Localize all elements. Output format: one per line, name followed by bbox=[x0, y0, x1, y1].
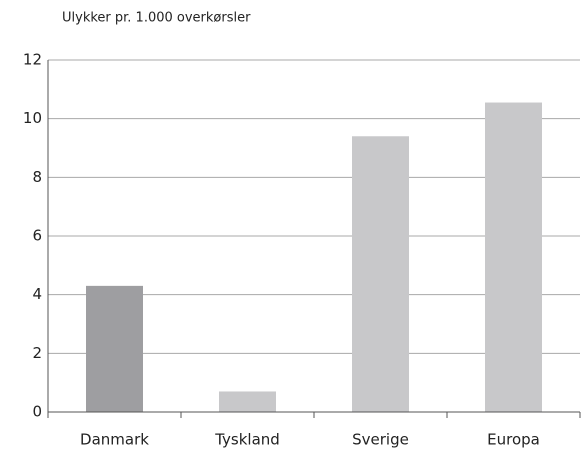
bar bbox=[485, 102, 542, 413]
x-tick-label: Danmark bbox=[80, 431, 149, 449]
y-tick-label: 12 bbox=[23, 51, 42, 69]
bar bbox=[219, 391, 276, 412]
x-tick-label: Tyskland bbox=[214, 431, 280, 449]
chart-title: Ulykker pr. 1.000 overkørsler bbox=[62, 11, 251, 26]
bar bbox=[352, 136, 409, 412]
y-tick-label: 4 bbox=[32, 285, 42, 303]
x-tick-label: Sverige bbox=[352, 431, 409, 449]
y-tick-label: 10 bbox=[23, 109, 42, 127]
bar bbox=[86, 285, 143, 412]
y-tick-label: 2 bbox=[32, 344, 42, 362]
y-tick-label: 0 bbox=[32, 403, 42, 421]
x-tick-label: Europa bbox=[487, 431, 540, 449]
y-tick-label: 8 bbox=[32, 168, 42, 186]
y-tick-label: 6 bbox=[32, 227, 42, 245]
